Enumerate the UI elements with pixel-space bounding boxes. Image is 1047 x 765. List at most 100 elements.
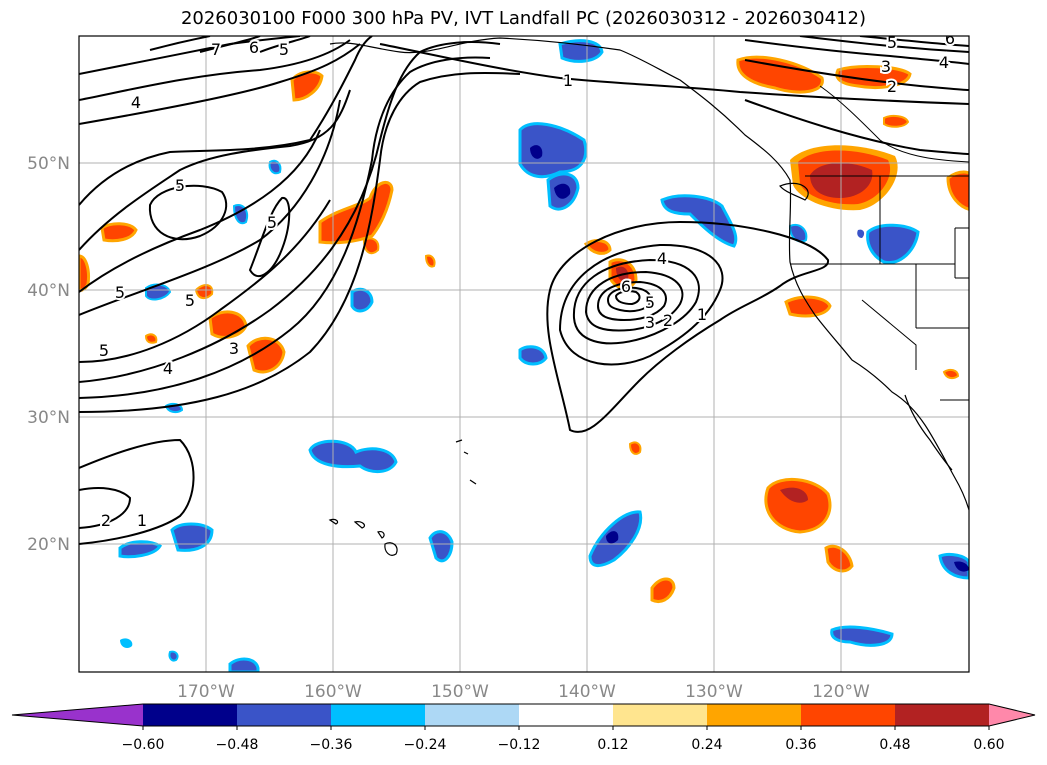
pv-blob <box>788 224 808 243</box>
colorbar-extend-high <box>989 704 1035 726</box>
pv-blob <box>228 657 260 672</box>
contour-label: 3 <box>881 57 891 76</box>
pv-blob <box>208 310 248 339</box>
pv-blob <box>628 441 642 455</box>
pv-blob <box>780 487 808 503</box>
contour-label: 5 <box>267 213 277 232</box>
colorbar-segment <box>143 704 238 726</box>
pv-blob <box>246 336 286 374</box>
lon-label: 130°W <box>685 682 743 702</box>
pv-blob <box>530 145 543 159</box>
lat-label: 30°N <box>27 408 70 428</box>
pv-blob <box>120 638 133 648</box>
colorbar-segment <box>237 704 332 726</box>
lon-label: 120°W <box>812 682 870 702</box>
pv-blob <box>362 237 380 255</box>
pv-blob <box>784 295 832 318</box>
colorbar-tick-label: −0.24 <box>404 737 447 753</box>
pv-blob <box>118 540 163 559</box>
contour-label: 7 <box>211 40 221 59</box>
colorbar-tick-label: 0.60 <box>973 737 1004 753</box>
colorbar-segment <box>707 704 802 726</box>
map-title: 2026030100 F000 300 hPa PV, IVT Landfall… <box>180 8 867 29</box>
colorbar-tick-label: 0.12 <box>597 737 628 753</box>
pv-blob <box>290 70 324 102</box>
lon-label: 170°W <box>177 682 235 702</box>
colorbar-tick-label: −0.12 <box>498 737 541 753</box>
colorbar-ticks: −0.60 −0.48 −0.36 −0.24 −0.12 0.12 0.24 0.36 0.4… <box>122 726 1005 753</box>
pv-blob <box>824 544 854 573</box>
pv-blob <box>518 345 548 366</box>
map-frame <box>78 35 970 673</box>
colorbar-segment <box>331 704 426 726</box>
contour-label: 4 <box>163 359 173 378</box>
pv-blob <box>954 561 969 572</box>
colorbar-segment <box>519 704 614 726</box>
lon-label: 150°W <box>431 682 489 702</box>
contour-label: 6 <box>621 277 631 296</box>
colorbar <box>11 703 1036 727</box>
latitude-labels: 50°N 40°N 30°N 20°N <box>27 154 70 555</box>
coastlines <box>328 37 969 556</box>
pv-blob <box>168 650 179 662</box>
colorbar-tick-label: −0.60 <box>122 737 165 753</box>
colorbar-tick-label: −0.36 <box>310 737 353 753</box>
colorbar-tick-label: −0.48 <box>216 737 259 753</box>
pv-blob <box>660 194 738 248</box>
pv-blob <box>650 577 676 603</box>
pv-blob <box>100 222 138 243</box>
pv-blob <box>857 229 865 238</box>
contour-label: 4 <box>939 53 949 72</box>
pv-blob <box>736 55 824 94</box>
pv-blob <box>554 183 571 199</box>
colorbar-segment <box>801 704 896 726</box>
pv-blob <box>194 284 214 300</box>
lon-label: 160°W <box>304 682 362 702</box>
colorbar-segment <box>895 704 990 726</box>
contour-label: 1 <box>697 305 707 324</box>
contour-label: 4 <box>657 249 667 268</box>
contour-label: 5 <box>185 291 195 310</box>
contour-label: 5 <box>175 176 185 195</box>
pv-blob <box>938 552 969 580</box>
colorbar-tick-label: 0.48 <box>879 737 910 753</box>
pv-blob <box>144 333 158 344</box>
colorbar-segment <box>425 704 520 726</box>
graticule <box>79 36 969 672</box>
colorbar-segment <box>613 704 708 726</box>
pv-blob <box>883 114 910 128</box>
pv-blob <box>428 530 454 563</box>
contour-label: 5 <box>645 293 655 312</box>
pv-blob <box>350 287 374 313</box>
contour-label: 2 <box>101 511 111 530</box>
contour-label: 4 <box>131 93 141 112</box>
colorbar-extend-low <box>12 704 143 726</box>
contour-label: 5 <box>279 40 289 59</box>
lon-label: 140°W <box>558 682 616 702</box>
pv-blob <box>308 439 398 473</box>
colorbar-tick-label: 0.36 <box>785 737 816 753</box>
lat-label: 50°N <box>27 154 70 174</box>
contour-labels: 7 6 5 4 5 5 5 5 5 4 3 2 1 1 4 6 5 3 2 1 … <box>97 29 957 532</box>
lat-label: 40°N <box>27 281 70 301</box>
pv-blob <box>606 531 619 544</box>
longitude-labels: 170°W 160°W 150°W 140°W 130°W 120°W <box>177 682 870 702</box>
contour-label: 5 <box>99 341 109 360</box>
pv-blob <box>268 159 282 175</box>
lat-label: 20°N <box>27 535 70 555</box>
contour-label: 5 <box>887 33 897 52</box>
colorbar-tick-label: 0.24 <box>691 737 722 753</box>
contour-label: 3 <box>229 339 239 358</box>
contour-label: 6 <box>249 38 259 57</box>
political-borders <box>790 85 969 401</box>
contour-label: 1 <box>563 71 573 90</box>
pv-blob <box>830 625 894 647</box>
pv-blob <box>942 368 960 380</box>
contour-label: 6 <box>945 29 955 48</box>
contour-label: 2 <box>663 311 673 330</box>
pv-blob <box>946 170 969 211</box>
pv-blob <box>424 254 436 268</box>
contour-label: 5 <box>115 283 125 302</box>
pv-blob <box>558 39 604 63</box>
